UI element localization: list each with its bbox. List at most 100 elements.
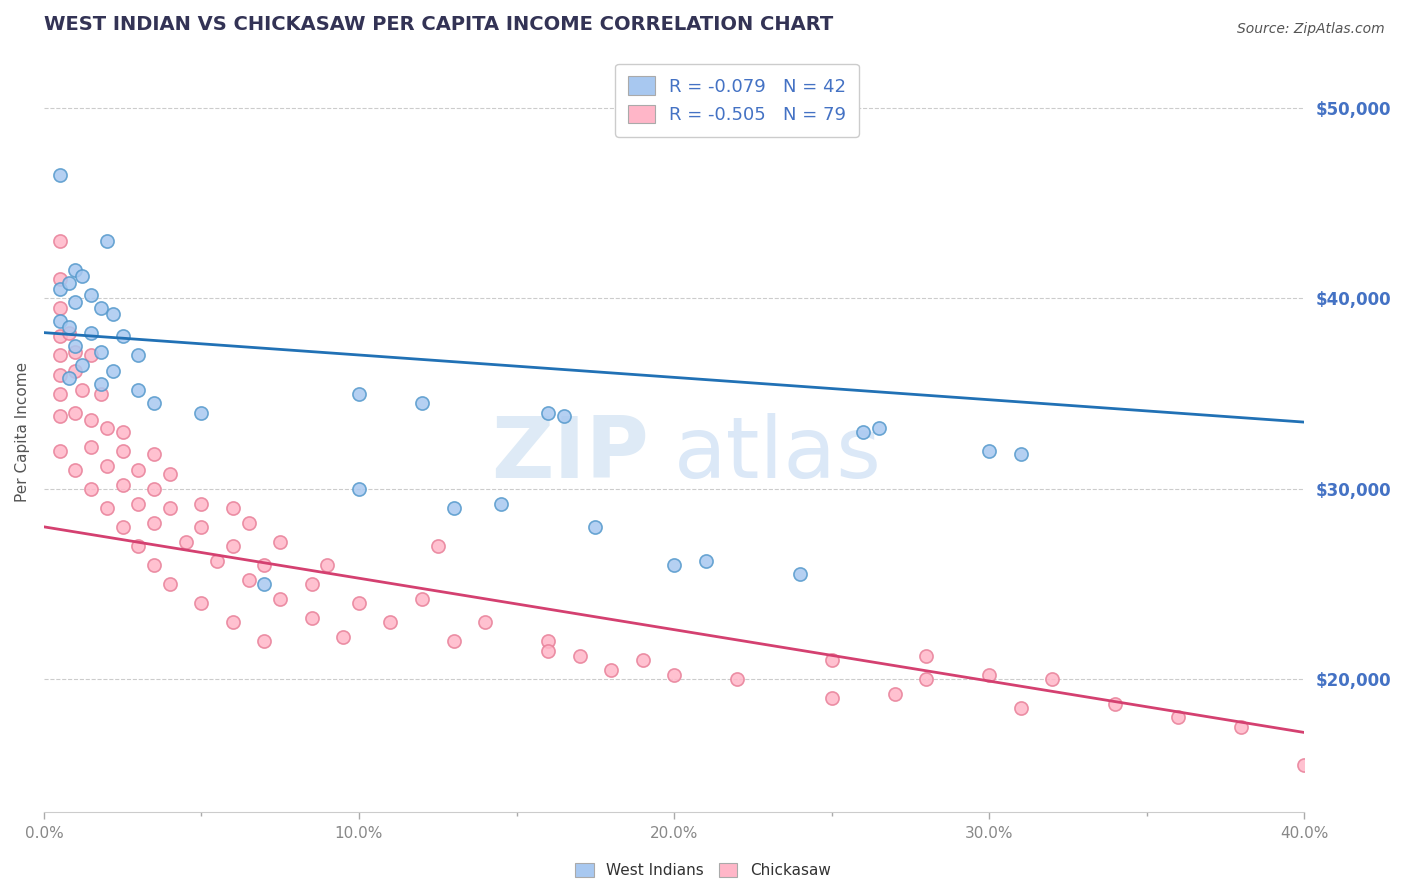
Point xyxy=(568,649,591,664)
Point xyxy=(70,268,93,283)
Point xyxy=(253,577,276,591)
Point xyxy=(127,539,149,553)
Point xyxy=(411,592,433,607)
Point xyxy=(316,558,339,572)
Point xyxy=(96,458,118,473)
Point xyxy=(48,282,70,296)
Point xyxy=(65,406,87,420)
Point xyxy=(1010,448,1032,462)
Point xyxy=(600,663,623,677)
Point xyxy=(820,653,842,667)
Point xyxy=(222,615,245,629)
Point xyxy=(96,500,118,515)
Point xyxy=(269,592,291,607)
Point xyxy=(48,272,70,286)
Point xyxy=(662,558,685,572)
Point xyxy=(537,643,560,657)
Point xyxy=(190,406,212,420)
Point xyxy=(222,539,245,553)
Point xyxy=(103,364,125,378)
Point xyxy=(159,577,181,591)
Point xyxy=(65,339,87,353)
Point xyxy=(58,276,80,290)
Point xyxy=(269,535,291,549)
Point xyxy=(48,409,70,424)
Point xyxy=(553,409,575,424)
Point xyxy=(48,368,70,382)
Point xyxy=(380,615,402,629)
Point xyxy=(301,577,323,591)
Point xyxy=(426,539,449,553)
Point xyxy=(883,687,905,701)
Point xyxy=(58,319,80,334)
Point xyxy=(127,349,149,363)
Point xyxy=(347,596,370,610)
Point xyxy=(915,672,938,686)
Point xyxy=(143,396,166,410)
Point xyxy=(143,482,166,496)
Point xyxy=(820,691,842,706)
Point xyxy=(222,500,245,515)
Point xyxy=(48,314,70,328)
Point xyxy=(174,535,197,549)
Point xyxy=(725,672,748,686)
Point xyxy=(58,371,80,385)
Legend: West Indians, Chickasaw: West Indians, Chickasaw xyxy=(569,857,837,884)
Point xyxy=(190,520,212,534)
Point xyxy=(474,615,496,629)
Point xyxy=(127,383,149,397)
Text: atlas: atlas xyxy=(673,413,882,496)
Point xyxy=(143,448,166,462)
Point xyxy=(238,516,260,530)
Point xyxy=(583,520,606,534)
Point xyxy=(111,478,134,492)
Point xyxy=(48,329,70,343)
Point xyxy=(111,329,134,343)
Point xyxy=(205,554,228,568)
Point xyxy=(253,558,276,572)
Point xyxy=(48,443,70,458)
Point xyxy=(190,596,212,610)
Point xyxy=(159,500,181,515)
Point xyxy=(80,482,103,496)
Point xyxy=(65,364,87,378)
Point xyxy=(111,425,134,439)
Legend: R = -0.079   N = 42, R = -0.505   N = 79: R = -0.079 N = 42, R = -0.505 N = 79 xyxy=(616,63,859,136)
Point xyxy=(695,554,717,568)
Point xyxy=(80,349,103,363)
Point xyxy=(631,653,654,667)
Point xyxy=(65,463,87,477)
Point xyxy=(103,307,125,321)
Point xyxy=(443,500,465,515)
Point xyxy=(96,421,118,435)
Point xyxy=(111,520,134,534)
Point xyxy=(70,383,93,397)
Text: Source: ZipAtlas.com: Source: ZipAtlas.com xyxy=(1237,22,1385,37)
Point xyxy=(143,516,166,530)
Point xyxy=(127,463,149,477)
Point xyxy=(253,634,276,648)
Point xyxy=(127,497,149,511)
Point xyxy=(443,634,465,648)
Point xyxy=(915,649,938,664)
Point xyxy=(411,396,433,410)
Point xyxy=(332,630,354,644)
Point xyxy=(65,344,87,359)
Text: ZIP: ZIP xyxy=(491,413,648,496)
Point xyxy=(347,386,370,401)
Point xyxy=(58,326,80,340)
Point xyxy=(347,482,370,496)
Point xyxy=(789,567,811,582)
Y-axis label: Per Capita Income: Per Capita Income xyxy=(15,361,30,501)
Point xyxy=(852,425,875,439)
Point xyxy=(96,234,118,248)
Point xyxy=(489,497,512,511)
Text: WEST INDIAN VS CHICKASAW PER CAPITA INCOME CORRELATION CHART: WEST INDIAN VS CHICKASAW PER CAPITA INCO… xyxy=(44,15,834,34)
Point xyxy=(537,406,560,420)
Point xyxy=(48,386,70,401)
Point xyxy=(1167,710,1189,724)
Point xyxy=(1010,700,1032,714)
Point xyxy=(70,358,93,372)
Point xyxy=(143,558,166,572)
Point xyxy=(1294,757,1316,772)
